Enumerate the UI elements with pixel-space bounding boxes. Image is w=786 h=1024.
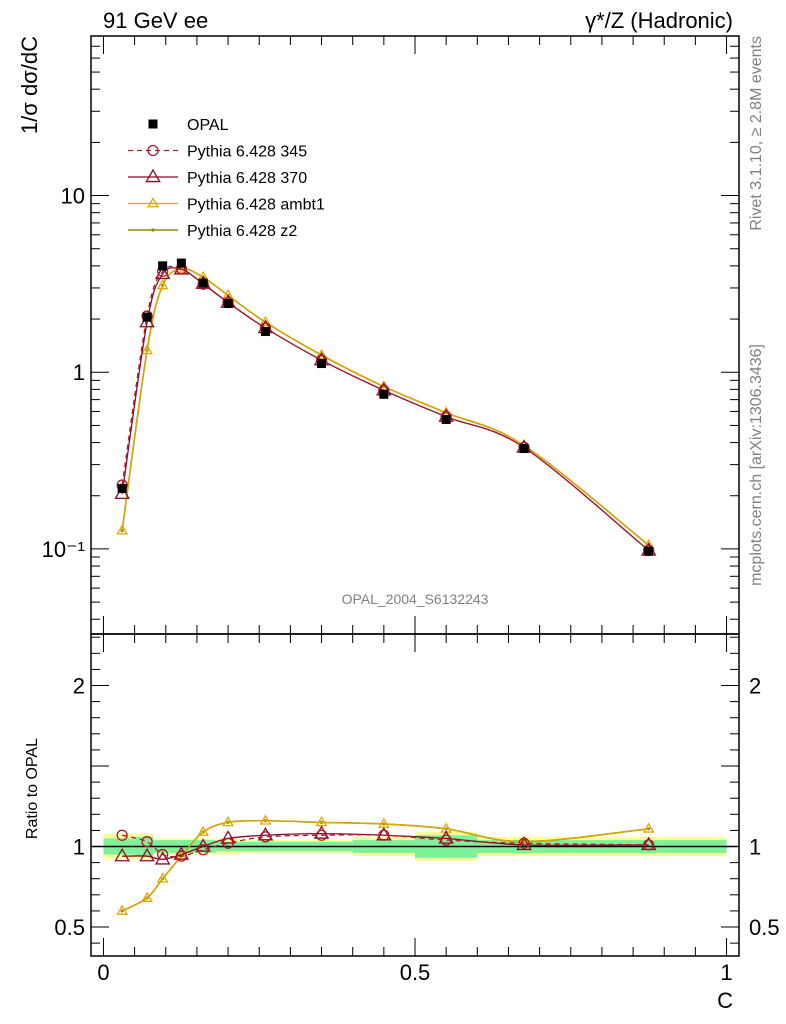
ratio-series-layer bbox=[114, 814, 657, 915]
main-series-layer bbox=[114, 258, 657, 557]
mcplots-label: mcplots.cern.ch [arXiv:1306.3436] bbox=[748, 344, 765, 586]
legend-marker-mc370 bbox=[145, 168, 161, 183]
main-point-ambt1 bbox=[116, 524, 129, 535]
main-series-line-mc370 bbox=[121, 267, 650, 551]
main-point-data bbox=[317, 359, 327, 369]
ratio-point-ambt1 bbox=[156, 872, 169, 883]
ratio-point-ambt1 bbox=[141, 891, 153, 902]
ratio-point-mc345 bbox=[518, 837, 530, 849]
ratio-point-mc345 bbox=[141, 836, 153, 848]
main-point-ambt1 bbox=[222, 289, 234, 300]
main-axis-ticks: 10⁻¹ 1 10 bbox=[42, 35, 739, 634]
main-ytick-label: 10 bbox=[61, 184, 85, 209]
legend-marker-z2 bbox=[151, 228, 155, 232]
legend-marker-mc345 bbox=[147, 144, 159, 157]
main-point-data bbox=[644, 546, 654, 556]
main-ytick-label: 1 bbox=[73, 360, 85, 385]
ratio-ytick-label: 2 bbox=[73, 674, 85, 699]
main-series-line-mc345 bbox=[121, 265, 650, 551]
main-point-data bbox=[260, 327, 270, 337]
main-point-mc370 bbox=[154, 265, 171, 280]
main-point-data bbox=[441, 415, 451, 425]
ratio-point-mc345 bbox=[259, 831, 272, 843]
main-point-data bbox=[519, 444, 529, 454]
main-point-data bbox=[117, 483, 127, 493]
ratio-xtick-label: 0 bbox=[97, 960, 109, 985]
header-left: 91 GeV ee bbox=[103, 8, 208, 33]
legend-label-z2: Pythia 6.428 z2 bbox=[187, 223, 297, 240]
main-point-data bbox=[379, 389, 389, 399]
legend-label-mc370: Pythia 6.428 370 bbox=[187, 170, 307, 187]
main-point-data bbox=[198, 278, 208, 288]
ratio-point-mc345 bbox=[175, 850, 187, 862]
rivet-label: Rivet 3.1.10, ≥ 2.8M events bbox=[748, 36, 765, 231]
ratio-ytick-label-right: 2 bbox=[749, 674, 761, 699]
main-point-ambt1 bbox=[156, 279, 169, 290]
ratio-point-ambt1 bbox=[259, 814, 272, 825]
main-ylabel: 1/σ dσ/dC bbox=[17, 36, 42, 134]
ratio-point-ambt1 bbox=[642, 822, 655, 833]
main-point-ambt1 bbox=[141, 344, 153, 355]
ratio-point-ambt1 bbox=[197, 825, 210, 836]
main-point-ambt1 bbox=[315, 348, 328, 360]
main-point-data bbox=[223, 298, 233, 308]
legend-label-ambt1: Pythia 6.428 ambt1 bbox=[187, 197, 325, 214]
ratio-point-ambt1 bbox=[222, 816, 234, 827]
ratio-point-mc345 bbox=[222, 837, 234, 849]
ratio-axis-ticks: 0.5 0.5 1 1 2 2 0 0.5 1 bbox=[54, 634, 780, 985]
legend: OPAL Pythia 6.428 345 Pythia 6.428 370 Pyth… bbox=[128, 117, 325, 240]
ratio-xtick-label: 0.5 bbox=[400, 960, 431, 985]
ratio-point-mc345 bbox=[315, 829, 328, 841]
legend-label-data: OPAL bbox=[187, 117, 229, 134]
ratio-point-mc345 bbox=[378, 829, 390, 841]
ratio-point-mc345 bbox=[440, 834, 452, 846]
main-point-ambt1 bbox=[259, 315, 272, 327]
ratio-point-mc345 bbox=[157, 848, 169, 861]
main-point-data bbox=[158, 261, 168, 271]
main-point-data bbox=[176, 258, 186, 268]
main-series-line-z2 bbox=[121, 267, 650, 546]
legend-marker-data bbox=[148, 119, 158, 129]
ratio-series-line-mc345 bbox=[121, 834, 649, 858]
ratio-point-mc370 bbox=[114, 847, 130, 862]
ratio-point-z2 bbox=[647, 827, 651, 831]
ratio-plot-frame bbox=[90, 633, 740, 957]
ratio-ytick-label-right: 0.5 bbox=[749, 915, 780, 940]
ratio-point-mc370 bbox=[220, 830, 236, 844]
ratio-series-line-ambt1 bbox=[121, 820, 649, 912]
ratio-point-mc345 bbox=[197, 844, 209, 856]
analysis-watermark: OPAL_2004_S6132243 bbox=[342, 591, 489, 607]
ratio-xtick-label: 1 bbox=[720, 960, 732, 985]
ratio-point-mc345 bbox=[643, 839, 655, 851]
header-right: γ*/Z (Hadronic) bbox=[585, 8, 733, 33]
ratio-ytick-label: 1 bbox=[73, 835, 85, 860]
ratio-ytick-label: 0.5 bbox=[54, 915, 85, 940]
main-ytick-label: 10⁻¹ bbox=[42, 537, 85, 562]
ratio-xlabel: C bbox=[717, 988, 733, 1013]
ratio-ylabel: Ratio to OPAL bbox=[24, 738, 41, 839]
ratio-point-mc345 bbox=[116, 829, 128, 841]
legend-marker-ambt1 bbox=[147, 197, 159, 208]
main-series-line-ambt1 bbox=[121, 267, 650, 546]
main-point-data bbox=[142, 312, 152, 322]
ratio-point-ambt1 bbox=[116, 904, 129, 915]
legend-label-mc345: Pythia 6.428 345 bbox=[187, 144, 307, 161]
ratio-point-mc370 bbox=[139, 847, 155, 862]
ratio-ytick-label-right: 1 bbox=[749, 835, 761, 860]
